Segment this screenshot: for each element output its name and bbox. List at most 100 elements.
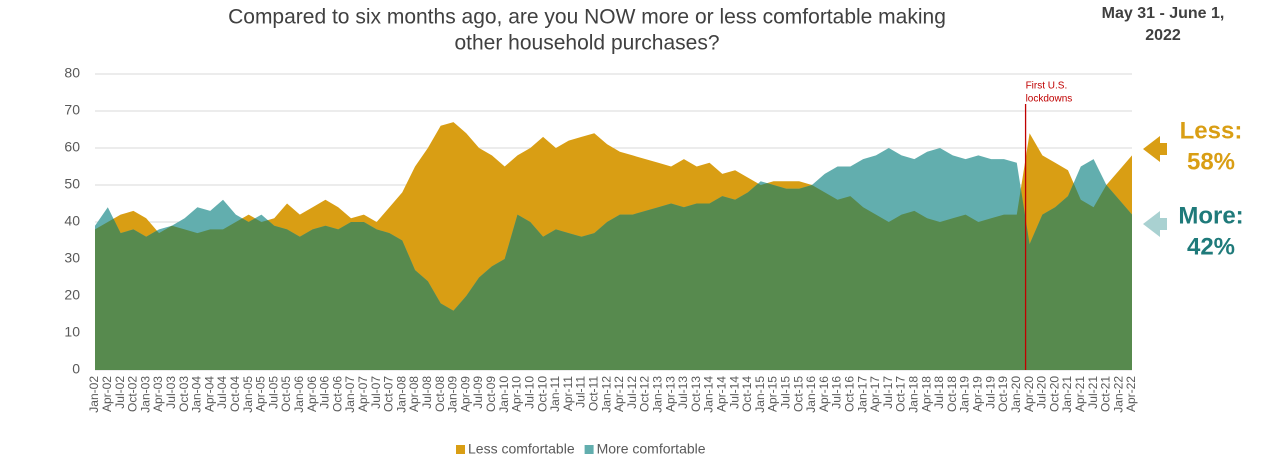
x-tick-label: Jul-06 [318, 376, 332, 409]
legend-label: Less comfortable [468, 441, 575, 456]
x-tick-label: Jan-15 [753, 376, 767, 413]
x-tick-label: Apr-16 [817, 376, 831, 412]
x-tick-label: Oct-18 [945, 376, 959, 412]
x-tick-label: Oct-17 [894, 376, 908, 412]
more-arrow [1143, 211, 1167, 237]
x-tick-label: Jan-09 [446, 376, 460, 413]
x-tick-label: Oct-09 [484, 376, 498, 412]
x-tick-label: Oct-07 [382, 376, 396, 412]
x-tick-label: Jul-09 [471, 376, 485, 409]
legend-swatch [584, 445, 594, 454]
x-tick-label: Apr-09 [458, 376, 472, 412]
x-tick-label: Jul-14 [727, 376, 741, 409]
chart-title: other household purchases? [454, 32, 719, 55]
legend-swatch [456, 445, 465, 454]
y-tick-label: 0 [72, 361, 80, 377]
callout-name: More: [1178, 202, 1243, 229]
x-tick-label: Jul-10 [522, 376, 536, 409]
x-tick-label: Jan-10 [497, 376, 511, 413]
annotation: lockdowns [1026, 94, 1073, 105]
y-tick-label: 50 [64, 176, 80, 192]
callout-name: Less: [1180, 117, 1243, 144]
x-tick-label: Jul-04 [215, 376, 229, 409]
y-tick-label: 20 [64, 287, 80, 303]
x-tick-label: Apr-19 [971, 376, 985, 412]
x-tick-label: Jul-15 [779, 376, 793, 409]
date-note: 2022 [1145, 27, 1181, 44]
x-tick-label: Oct-11 [586, 376, 600, 411]
x-tick-label: Apr-08 [407, 376, 421, 412]
x-tick-label: Jan-04 [190, 376, 204, 413]
x-tick-label: Apr-04 [202, 376, 216, 412]
x-tick-label: Apr-14 [714, 376, 728, 412]
x-tick-label: Jul-12 [625, 376, 639, 409]
annotation: First U.S. [1026, 81, 1068, 92]
x-tick-label: Jan-21 [1060, 376, 1074, 413]
x-tick-label: Jan-02 [87, 376, 101, 413]
y-tick-label: 70 [64, 102, 80, 118]
x-tick-label: Oct-05 [279, 376, 293, 412]
callout-value: 58% [1187, 148, 1235, 175]
x-tick-label: Jul-03 [164, 376, 178, 409]
x-tick-label: Jul-19 [983, 376, 997, 409]
x-tick-label: Jan-19 [958, 376, 972, 413]
x-tick-label: Jul-18 [932, 376, 946, 409]
x-tick-label: Apr-21 [1073, 376, 1087, 412]
x-tick-label: Apr-22 [1124, 376, 1138, 412]
x-tick-label: Jan-08 [394, 376, 408, 413]
x-tick-label: Apr-11 [561, 376, 575, 411]
x-tick-label: Apr-05 [254, 376, 268, 412]
x-tick-label: Jul-21 [1086, 376, 1100, 409]
x-tick-label: Jul-17 [881, 376, 895, 409]
x-tick-label: Jan-12 [599, 376, 613, 413]
x-tick-label: Apr-02 [100, 376, 114, 412]
x-tick-label: Jan-14 [702, 376, 716, 413]
x-tick-label: Oct-12 [638, 376, 652, 412]
labels: 01020304050607080Jan-02Apr-02Jul-02Oct-0… [64, 65, 1138, 413]
x-tick-label: Apr-06 [305, 376, 319, 412]
x-tick-label: Jan-13 [650, 376, 664, 413]
x-tick-label: Oct-10 [535, 376, 549, 412]
x-tick-label: Jan-17 [855, 376, 869, 413]
x-tick-label: Oct-16 [843, 376, 857, 412]
x-tick-label: Jan-06 [292, 376, 306, 413]
legend-label: More comfortable [597, 441, 706, 456]
areas [95, 122, 1132, 370]
x-tick-label: Jan-05 [241, 376, 255, 413]
x-tick-label: Apr-07 [356, 376, 370, 412]
x-tick-label: Jan-18 [907, 376, 921, 413]
x-tick-label: Apr-13 [663, 376, 677, 412]
y-tick-label: 40 [64, 213, 80, 229]
x-tick-label: Apr-17 [868, 376, 882, 412]
x-tick-label: Jan-11 [548, 376, 562, 412]
x-tick-label: Apr-03 [151, 376, 165, 412]
x-tick-label: Oct-02 [126, 376, 140, 412]
callout-value: 42% [1187, 233, 1235, 260]
x-tick-label: Jul-20 [1035, 376, 1049, 409]
x-tick-label: Jul-11 [574, 376, 588, 408]
x-tick-label: Oct-21 [1099, 376, 1113, 412]
y-tick-label: 10 [64, 324, 80, 340]
x-tick-label: Oct-14 [740, 376, 754, 412]
x-tick-label: Jul-02 [113, 376, 127, 409]
x-tick-label: Jul-05 [266, 376, 280, 409]
x-tick-label: Jul-16 [830, 376, 844, 409]
less-arrow [1143, 136, 1167, 162]
x-tick-label: Jul-07 [369, 376, 383, 409]
x-tick-label: Jan-20 [1009, 376, 1023, 413]
x-tick-label: Apr-12 [612, 376, 626, 412]
x-tick-label: Jul-08 [420, 376, 434, 409]
x-tick-label: Apr-18 [919, 376, 933, 412]
x-tick-label: Jul-13 [676, 376, 690, 409]
x-tick-label: Oct-08 [433, 376, 447, 412]
x-tick-label: Oct-19 [996, 376, 1010, 412]
y-tick-label: 30 [64, 250, 80, 266]
x-tick-label: Jan-03 [138, 376, 152, 413]
x-tick-label: Apr-20 [1022, 376, 1036, 412]
x-tick-label: Jan-16 [804, 376, 818, 413]
chart-title: Compared to six months ago, are you NOW … [228, 6, 946, 29]
x-tick-label: Oct-13 [689, 376, 703, 412]
x-tick-label: Oct-06 [330, 376, 344, 412]
x-tick-label: Oct-15 [791, 376, 805, 412]
